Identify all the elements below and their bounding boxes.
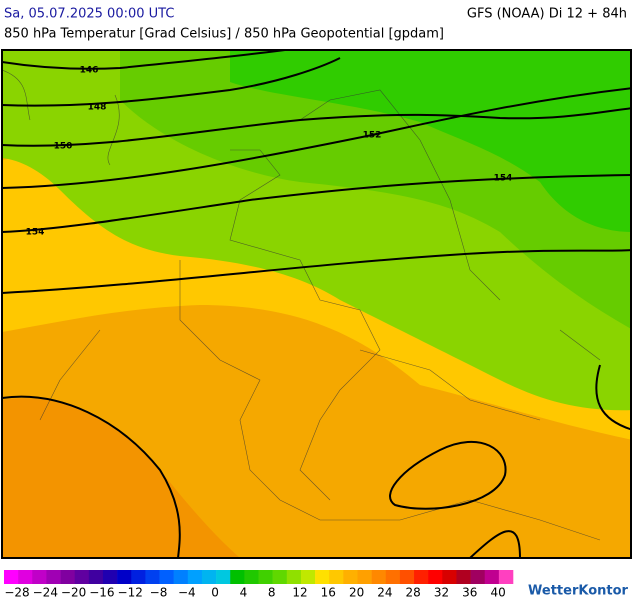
- contour-label: 154: [494, 174, 513, 184]
- subtitle: 850 hPa Temperatur [Grad Celsius] / 850 …: [4, 27, 444, 42]
- colorbar-label: −24: [33, 586, 58, 600]
- colorbar-label: 16: [321, 586, 336, 600]
- colorbar-swatch: [159, 570, 174, 584]
- colorbar-label: 8: [268, 586, 276, 600]
- colorbar-swatch: [201, 570, 217, 584]
- colorbar-swatch: [145, 570, 160, 584]
- colorbar-swatch: [329, 570, 344, 584]
- colorbar-swatch: [399, 570, 415, 584]
- colorbar-swatch: [442, 570, 457, 584]
- colorbar-swatch: [470, 570, 486, 584]
- contour-label: 150: [54, 142, 73, 152]
- contour: [2, 107, 631, 147]
- colorbar-label: 40: [490, 586, 505, 600]
- colorbar: −28 −24 −20 −16 −12 −8 −4 0 4 8 12 16 20 24 28 32 36 40: [4, 570, 514, 600]
- colorbar-swatch: [117, 570, 132, 584]
- colorbar-label: 28: [406, 586, 421, 600]
- colorbar-swatch: [286, 570, 302, 584]
- colorbar-label: −12: [118, 586, 143, 600]
- colorbar-swatch: [428, 570, 443, 584]
- contour-label: 154: [26, 228, 45, 238]
- contour: [2, 50, 293, 70]
- colorbar-label: 24: [377, 586, 392, 600]
- colorbar-label: −8: [150, 586, 168, 600]
- colorbar-swatch: [74, 570, 90, 584]
- colorbar-label: 12: [292, 586, 307, 600]
- colorbar-swatch: [131, 570, 146, 584]
- contour: [2, 87, 631, 189]
- colorbar-label: −4: [178, 586, 196, 600]
- colorbar-label: 36: [462, 586, 477, 600]
- colorbar-label: 32: [434, 586, 449, 600]
- contour-label: 148: [88, 103, 107, 113]
- contour-label: 152: [363, 131, 382, 141]
- colorbar-swatch: [315, 570, 330, 584]
- colorbar-swatch: [272, 570, 288, 584]
- colorbar-swatch: [385, 570, 401, 584]
- contour: [2, 364, 631, 558]
- contour-label: 146: [80, 66, 99, 76]
- temp-area: [230, 50, 631, 232]
- colorbar-swatch: [88, 570, 104, 584]
- colorbar-swatch: [357, 570, 372, 584]
- colorbar-swatch: [456, 570, 471, 584]
- colorbar-label: 20: [349, 586, 364, 600]
- colorbar-swatch: [102, 570, 118, 584]
- colorbar-label: −28: [4, 586, 29, 600]
- colorbar-swatch: [216, 570, 231, 584]
- colorbar-swatch: [343, 570, 358, 584]
- colorbar-swatch: [498, 570, 514, 584]
- borders: [2, 69, 601, 541]
- colorbar-label: 0: [211, 586, 219, 600]
- contour: [2, 57, 341, 107]
- colorbar-swatch: [32, 570, 47, 584]
- colorbar-swatch: [187, 570, 203, 584]
- map-frame: [1, 49, 632, 559]
- contour: [2, 174, 631, 233]
- colorbar-swatch: [46, 570, 61, 584]
- colorbar-swatch: [258, 570, 273, 584]
- colorbar-swatch: [244, 570, 259, 584]
- colorbar-swatch: [230, 570, 245, 584]
- logo: WetterKontor: [528, 584, 629, 599]
- colorbar-swatch: [18, 570, 33, 584]
- colorbar-swatch: [173, 570, 189, 584]
- colorbar-swatch: [4, 570, 19, 584]
- colorbar-label: −16: [89, 586, 114, 600]
- model-label: GFS (NOAA) Di 12 + 84h: [467, 7, 627, 22]
- colorbar-label: −20: [61, 586, 86, 600]
- temp-area: [2, 398, 240, 558]
- colorbar-swatch: [484, 570, 500, 584]
- contour: [2, 249, 631, 294]
- colorbar-swatch: [371, 570, 387, 584]
- colorbar-swatch: [414, 570, 429, 584]
- colorbar-swatch: [300, 570, 316, 584]
- date-label: Sa, 05.07.2025 00:00 UTC: [4, 7, 174, 22]
- colorbar-label: 4: [240, 586, 248, 600]
- colorbar-swatch: [60, 570, 75, 584]
- map-area: 146 148 150 152 154 154: [1, 49, 632, 559]
